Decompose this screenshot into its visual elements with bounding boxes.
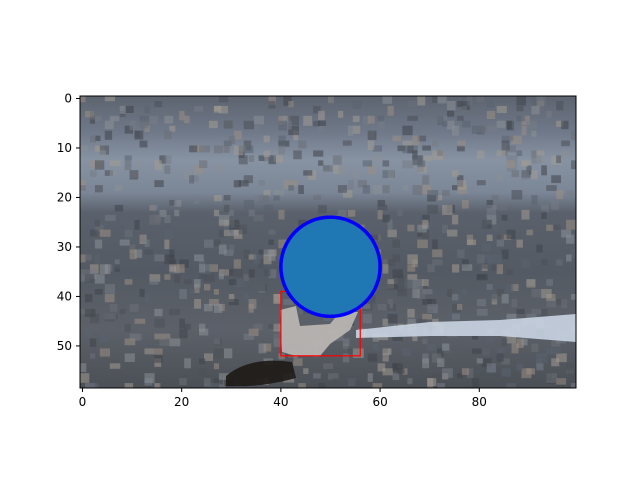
background-image — [80, 96, 576, 388]
x-tick-label: 80 — [472, 395, 487, 409]
y-tick-label: 0 — [64, 91, 72, 105]
axes-frame — [79, 95, 577, 389]
dark-shadow — [226, 360, 296, 387]
x-tick-label: 0 — [79, 395, 87, 409]
x-tick-label: 40 — [273, 395, 288, 409]
x-tick-label: 60 — [372, 395, 387, 409]
y-tick-label: 10 — [57, 141, 72, 155]
x-axis: 0 20 40 60 80 — [79, 388, 487, 409]
circle-marker — [279, 215, 382, 319]
y-tick-label: 20 — [57, 190, 72, 204]
x-tick-label: 20 — [174, 395, 189, 409]
grey-object-shape — [280, 306, 358, 356]
y-tick-label: 40 — [57, 289, 72, 303]
white-road-marking — [356, 314, 576, 342]
y-axis: 0 10 20 30 40 50 — [57, 91, 80, 353]
y-tick-label: 30 — [57, 240, 72, 254]
y-tick-label: 50 — [57, 339, 72, 353]
